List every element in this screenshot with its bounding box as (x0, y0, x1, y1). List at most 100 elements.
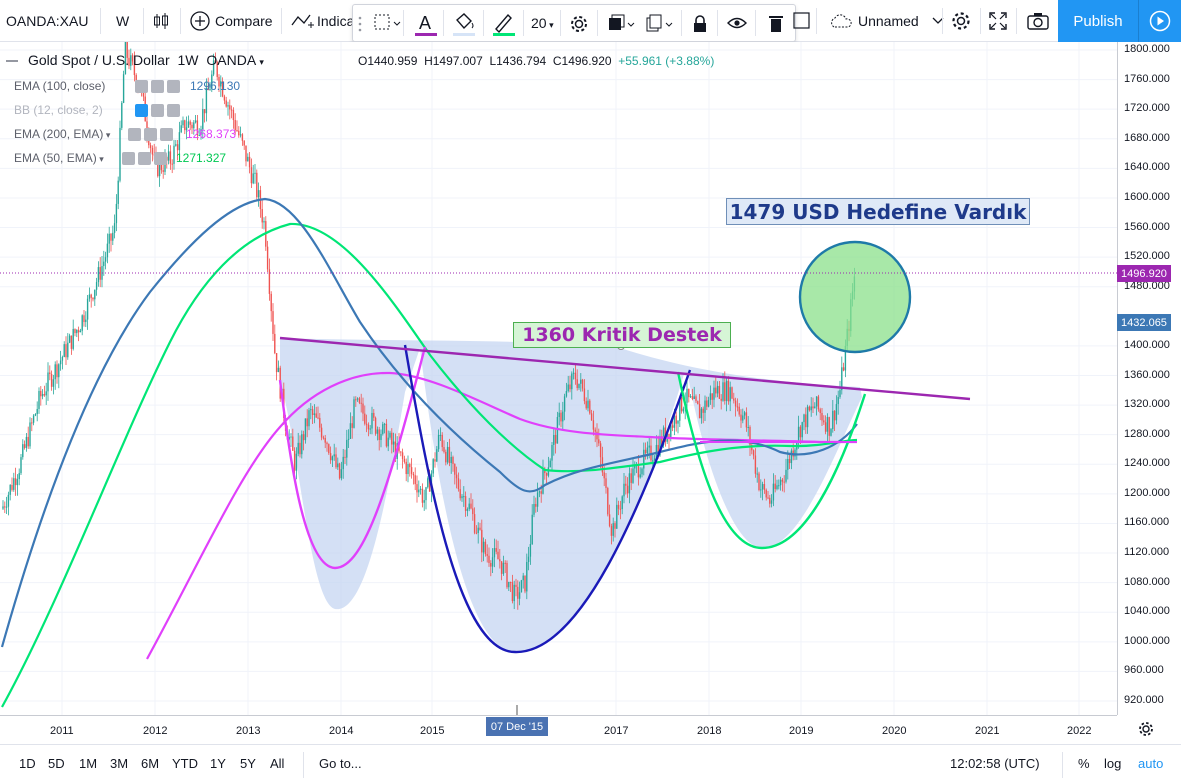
log-toggle[interactable]: log (1104, 744, 1121, 783)
checkbox-icon[interactable] (793, 12, 811, 30)
candle-body (340, 469, 343, 479)
indicator-bb[interactable]: BB (12, close, 2) (14, 103, 103, 117)
candle-body (74, 328, 76, 334)
fill-color-icon[interactable] (451, 10, 477, 38)
indicator-label: EMA (50, EMA) (14, 151, 97, 165)
candle-body (495, 548, 497, 552)
candle-body (126, 42, 128, 58)
range-button[interactable]: 1M (79, 756, 98, 771)
range-button[interactable]: YTD (172, 756, 198, 771)
visual-order-icon[interactable] (607, 14, 637, 34)
candle-body (671, 425, 674, 428)
candle-body (641, 468, 643, 475)
price-axis[interactable] (1117, 42, 1181, 715)
candle-body (812, 406, 814, 409)
trash-icon[interactable] (767, 14, 785, 34)
publish-button[interactable]: Publish (1058, 0, 1138, 42)
chart-legend-title[interactable]: Gold Spot / U.S. Dollar 1W OANDA ▾ (6, 52, 264, 68)
time-axis[interactable] (0, 715, 1117, 744)
compare-button[interactable]: Compare (189, 0, 273, 42)
range-button[interactable]: 1Y (210, 756, 226, 771)
candle-body (187, 121, 190, 128)
indicator-remove-icon[interactable] (167, 104, 180, 117)
candle-body (578, 383, 580, 388)
eye-icon[interactable] (727, 15, 747, 31)
candle-body (614, 523, 616, 529)
candle-body (380, 433, 382, 440)
indicator-remove-icon[interactable] (167, 80, 180, 93)
indicators-button[interactable]: Indica (290, 0, 354, 42)
clone-icon[interactable] (645, 14, 675, 34)
camera-icon[interactable] (1026, 11, 1050, 31)
indicator-settings-icon[interactable] (144, 128, 157, 141)
chart-pane[interactable]: 1479 USD Hedefine Vardık 1360 Kritik Des… (0, 42, 1117, 715)
price-chart[interactable] (0, 42, 1117, 715)
lock-icon[interactable] (691, 14, 709, 34)
indicator-visibility-icon[interactable] (135, 104, 148, 117)
candle-body (344, 456, 346, 458)
candle-body (214, 60, 217, 62)
collapse-icon[interactable] (6, 60, 18, 63)
gear-icon[interactable] (569, 14, 589, 34)
clock[interactable]: 12:02:58 (UTC) (950, 744, 1040, 783)
candle-body (837, 397, 839, 405)
candle-body (110, 233, 112, 241)
line-color-icon[interactable] (491, 10, 517, 38)
indicator-settings-icon[interactable] (151, 104, 164, 117)
candle-body (509, 581, 512, 583)
range-button[interactable]: 5D (48, 756, 65, 771)
indicator-ema50[interactable]: EMA (50, EMA) ▾ (14, 151, 104, 165)
range-button[interactable]: 6M (141, 756, 160, 771)
font-size-select[interactable]: 20 ▾ (531, 15, 554, 31)
layout-menu[interactable]: Unnamed (828, 0, 945, 42)
candle-body (472, 508, 474, 515)
candle-body (783, 481, 785, 483)
indicator-remove-icon[interactable] (154, 152, 167, 165)
candle-body (706, 400, 708, 407)
range-button[interactable]: 1D (19, 756, 36, 771)
candle-body (590, 413, 593, 421)
candle-body (77, 329, 80, 333)
candle-body (698, 404, 701, 419)
candle-body (2, 506, 4, 509)
gear-icon[interactable] (1137, 720, 1155, 738)
candle-body (108, 233, 110, 244)
range-button[interactable]: 5Y (240, 756, 256, 771)
text-color-icon[interactable]: A (413, 10, 439, 38)
candle-body (191, 124, 193, 129)
time-tick-label: 2015 (420, 725, 445, 737)
indicator-visibility-icon[interactable] (122, 152, 135, 165)
indicator-visibility-icon[interactable] (135, 80, 148, 93)
candle-body (297, 442, 299, 454)
percent-toggle[interactable]: % (1078, 744, 1090, 783)
goto-button[interactable]: Go to... (319, 744, 362, 783)
range-button[interactable]: 3M (110, 756, 129, 771)
indicator-settings-icon[interactable] (151, 80, 164, 93)
support-annotation[interactable]: 1360 Kritik Destek (513, 322, 731, 348)
chart-style-button[interactable] (151, 0, 171, 42)
replay-button[interactable] (1138, 0, 1181, 42)
indicator-visibility-icon[interactable] (128, 128, 141, 141)
target-annotation[interactable]: 1479 USD Hedefine Vardık (726, 198, 1030, 225)
candle-body (572, 372, 575, 374)
candle-body (34, 414, 37, 416)
candle-body (142, 90, 145, 97)
auto-toggle[interactable]: auto (1138, 744, 1163, 783)
indicator-settings-icon[interactable] (138, 152, 151, 165)
indicator-remove-icon[interactable] (160, 128, 173, 141)
price-tick-label: 1560.000 (1124, 220, 1170, 233)
drag-handle-icon[interactable] (357, 15, 363, 33)
settings-gear-icon[interactable] (950, 10, 972, 32)
ema-price-label: 1432.065 (1117, 314, 1171, 331)
indicator-ema200[interactable]: EMA (200, EMA) ▾ (14, 127, 111, 141)
line-style-icon[interactable] (373, 13, 401, 33)
candle-body (5, 506, 8, 508)
candle-body (770, 500, 773, 504)
candle-body (277, 367, 280, 373)
interval-button[interactable]: W (116, 0, 129, 42)
symbol-search[interactable]: OANDA:XAU (6, 0, 88, 42)
time-tick-label: 2018 (697, 725, 722, 737)
range-button[interactable]: All (270, 756, 285, 771)
indicator-ema100[interactable]: EMA (100, close) (14, 79, 105, 93)
fullscreen-icon[interactable] (988, 11, 1008, 31)
